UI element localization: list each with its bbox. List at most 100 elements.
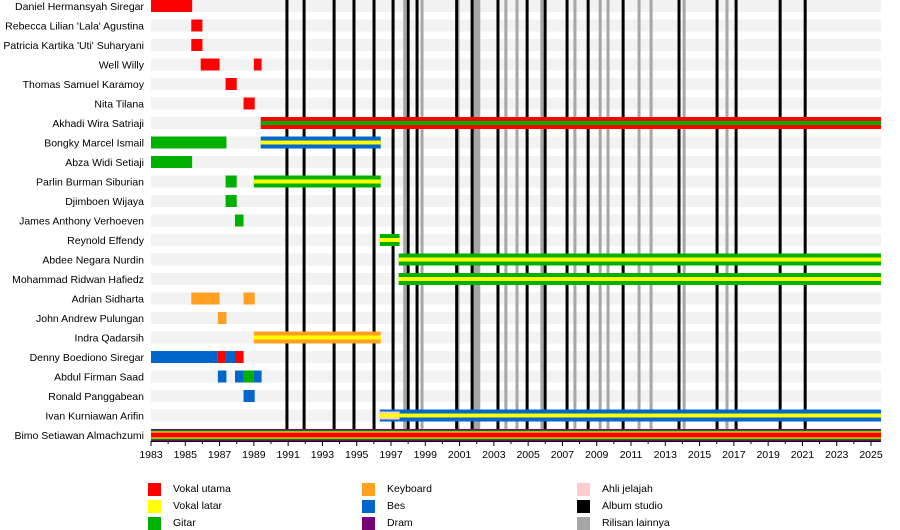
legend-item-tour: Ahli jelajah — [577, 482, 653, 496]
other-release-line — [403, 0, 407, 441]
member-name: Bimo Setiawan Almachzumi — [14, 430, 144, 442]
member-bar-guitar — [243, 370, 254, 383]
legend-item-backing: Vokal latar — [148, 499, 222, 513]
x-tick-label: 1991 — [276, 449, 300, 461]
member-name: Thomas Samuel Karamoy — [23, 79, 145, 91]
other-release-line — [472, 0, 476, 441]
legend-label: Rilisan lainnya — [602, 517, 670, 529]
x-tick-label: 1997 — [379, 449, 403, 461]
member-bar-bass — [243, 390, 255, 402]
album-release-line — [332, 0, 336, 441]
album-release-line — [715, 0, 719, 441]
album-release-line — [778, 0, 782, 441]
legend-swatch — [577, 499, 590, 513]
member-bar-backing — [253, 335, 381, 340]
member-name: Bongky Marcel Ismail — [44, 137, 144, 149]
member-bar-guitar — [260, 121, 881, 125]
member-bar-keyboard — [243, 292, 255, 305]
member-name: Rebecca Lilian 'Lala' Agustina — [5, 20, 144, 32]
member-name: Ivan Kurniawan Arifin — [45, 410, 144, 422]
album-release-line — [586, 0, 590, 441]
x-tick-label: 1983 — [139, 449, 163, 461]
x-tick-label: 1999 — [414, 449, 438, 461]
member-bar-vocal — [243, 97, 255, 110]
album-release-line — [565, 0, 569, 441]
other-release-line — [725, 0, 729, 441]
member-name: Patricia Kartika 'Uti' Suharyani — [3, 40, 144, 52]
legend-swatch — [148, 499, 161, 513]
legend-item-drums: Dram — [362, 516, 413, 530]
x-tick-label: 2005 — [516, 449, 540, 461]
x-tick-label: 2007 — [551, 449, 575, 461]
legend-swatch — [362, 516, 375, 530]
album-release-line — [525, 0, 529, 441]
legend-swatch — [148, 516, 161, 530]
album-release-line — [406, 0, 410, 441]
album-release-line — [391, 0, 395, 441]
member-bar-vocal — [253, 58, 262, 71]
member-name: Akhadi Wira Satriaji — [52, 118, 144, 130]
member-name: Well Willy — [99, 59, 145, 71]
legend-item-vocal: Vokal utama — [148, 482, 231, 496]
member-name: John Andrew Pulungan — [36, 313, 144, 325]
other-release-line — [477, 0, 481, 441]
member-bar-backing — [399, 413, 881, 418]
member-bar-vocal — [191, 39, 203, 51]
other-release-line — [649, 0, 653, 441]
x-tick-label: 2001 — [448, 449, 472, 461]
legend-label: Vokal latar — [173, 500, 223, 512]
legend-item-guitar: Gitar — [148, 516, 196, 530]
x-tick-label: 1993 — [311, 449, 335, 461]
member-bar-keyboard — [217, 312, 227, 324]
x-tick-label: 2023 — [825, 449, 849, 461]
legend-label: Ahli jelajah — [602, 483, 653, 495]
legend-swatch — [362, 482, 375, 496]
legend-swatch — [577, 482, 590, 496]
other-release-line — [420, 0, 424, 441]
member-bar-guitar — [225, 195, 237, 207]
member-bar-bass — [225, 351, 236, 363]
member-bar-guitar — [235, 214, 244, 227]
album-release-line — [621, 0, 625, 441]
member-bar-backing — [398, 257, 881, 262]
legend: Vokal utama Vokal latar Gitar Keyboard Bes Dr… — [0, 482, 900, 530]
member-name: Daniel Hermansyah Siregar — [15, 1, 144, 13]
album-release-line — [470, 0, 474, 441]
legend-label: Gitar — [173, 517, 196, 529]
member-bar-bass — [217, 370, 227, 383]
legend-label: Bes — [387, 500, 406, 512]
x-tick-label: 1995 — [345, 449, 369, 461]
member-name: Adrian Sidharta — [72, 293, 145, 305]
x-tick-label: 1989 — [242, 449, 266, 461]
band-timeline-chart: Daniel Hermansyah Siregar Rebecca Lilian … — [3, 0, 883, 461]
other-release-line — [573, 0, 577, 441]
member-name: Indra Qadarsih — [75, 332, 145, 344]
x-tick-label: 2011 — [620, 449, 643, 461]
member-bar-keyboard — [191, 292, 220, 305]
member-bar-vocal — [235, 351, 244, 363]
member-name: Denny Boediono Siregar — [30, 352, 145, 364]
other-release-line — [598, 0, 602, 441]
member-name: Mohammad Ridwan Hafiedz — [12, 274, 144, 286]
legend-swatch — [148, 482, 161, 496]
other-release-line — [606, 0, 610, 441]
member-name: Abdee Negara Nurdin — [42, 254, 144, 266]
album-release-line — [677, 0, 681, 441]
x-tick-label: 2013 — [654, 449, 678, 461]
member-name: Abza Widi Setiaji — [65, 157, 144, 169]
member-bar-bass — [151, 351, 218, 363]
album-release-line — [302, 0, 306, 441]
member-name: Nita Tilana — [94, 98, 144, 110]
legend-label: Keyboard — [387, 483, 432, 495]
member-bar-backing — [398, 277, 881, 281]
member-name: Djimboen Wijaya — [65, 196, 144, 208]
album-release-line — [496, 0, 500, 441]
other-release-line — [540, 0, 544, 441]
album-release-line — [734, 0, 738, 441]
other-release-line — [515, 0, 519, 441]
album-release-line — [352, 0, 356, 441]
x-tick-label: 1987 — [208, 449, 232, 461]
member-name: James Anthony Verhoeven — [19, 215, 144, 227]
other-release-line — [504, 0, 508, 441]
album-release-line — [543, 0, 547, 441]
